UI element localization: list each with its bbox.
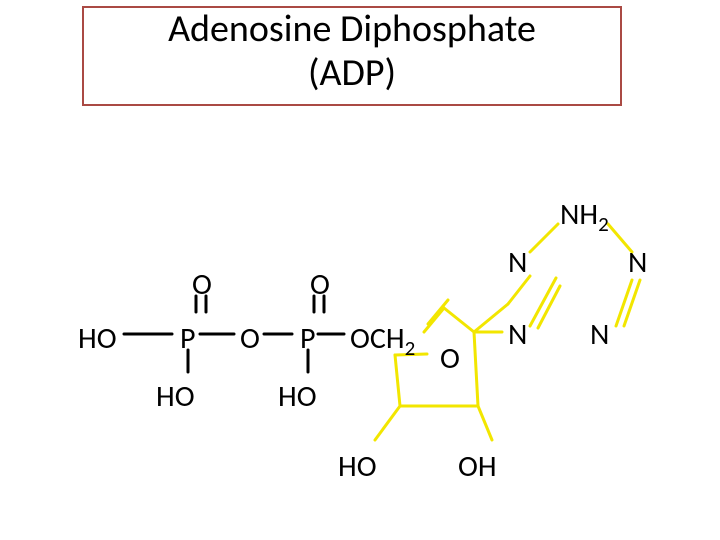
- atom-label-P2: P: [300, 320, 316, 357]
- bond-yellow: [428, 300, 448, 324]
- atom-label-O_p2: O: [310, 266, 330, 303]
- atom-label-P1: P: [180, 320, 196, 357]
- atom-label-N_tl: N: [508, 244, 527, 281]
- bond-yellow: [424, 308, 444, 332]
- atom-label-NH2: NH2: [560, 196, 609, 233]
- atom-label-O_p1: O: [192, 266, 212, 303]
- atom-label-O_mid: O: [240, 320, 260, 357]
- bond-yellow: [616, 280, 632, 326]
- bond-yellow: [474, 332, 478, 406]
- atom-label-N_br: N: [590, 316, 609, 353]
- atom-label-HO_rb: HO: [338, 448, 377, 485]
- atom-label-OCH2: OCH2: [350, 320, 415, 357]
- bond-yellow: [474, 304, 508, 332]
- bond-yellow: [624, 280, 640, 326]
- atom-label-OH_rb: OH: [458, 448, 497, 485]
- bond-yellow: [444, 308, 474, 332]
- atom-label-HO_l: HO: [78, 320, 117, 357]
- atom-label-HO_p2: HO: [278, 378, 317, 415]
- bond-yellow: [375, 406, 400, 440]
- atom-label-O_ring: O: [440, 340, 460, 377]
- diagram-stage: Adenosine Diphosphate (ADP) NH2NNNNOOHOP…: [0, 0, 720, 540]
- atom-label-N_bl: N: [508, 316, 527, 353]
- bond-yellow: [530, 224, 558, 252]
- bond-yellow: [395, 355, 400, 406]
- atom-label-HO_p1: HO: [156, 378, 195, 415]
- atom-label-N_tr: N: [628, 244, 647, 281]
- bond-yellow: [478, 406, 492, 440]
